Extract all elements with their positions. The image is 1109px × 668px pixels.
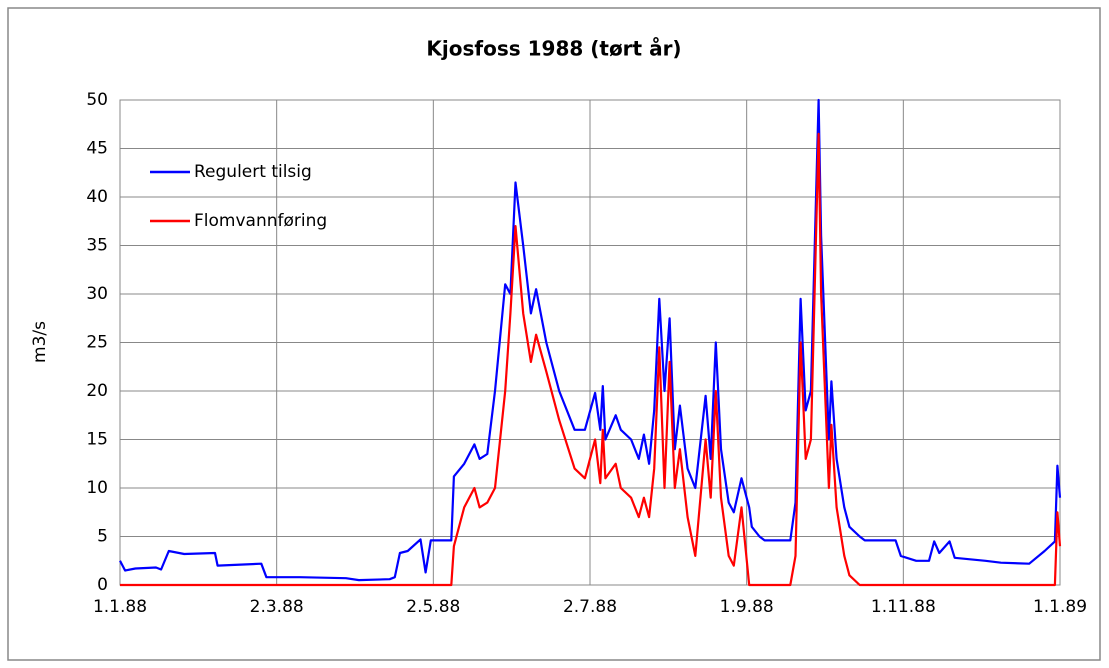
legend-label: Regulert tilsig [194, 162, 312, 182]
y-tick-label: 0 [97, 575, 108, 595]
x-tick-label: 1.11.88 [871, 597, 936, 617]
y-tick-label: 20 [86, 381, 108, 401]
x-tick-label: 2.5.88 [406, 597, 460, 617]
x-tick-label: 1.1.89 [1033, 597, 1087, 617]
y-tick-label: 25 [86, 333, 108, 353]
y-tick-label: 40 [86, 187, 108, 207]
y-axis-label: m3/s [30, 321, 50, 363]
y-tick-label: 50 [86, 90, 108, 110]
plot-frame [119, 99, 1061, 586]
x-tick-label: 1.1.88 [93, 597, 147, 617]
y-tick-label: 10 [86, 478, 108, 498]
series-line [119, 98, 1062, 582]
y-tick-label: 5 [97, 527, 108, 547]
x-tick-label: 1.9.88 [720, 597, 774, 617]
x-tick-label: 2.3.88 [250, 597, 304, 617]
y-tick-label: 45 [86, 139, 108, 159]
chart-title: Kjosfoss 1988 (tørt år) [426, 37, 681, 61]
y-tick-label: 35 [86, 236, 108, 256]
legend-label: Flomvannføring [194, 211, 327, 231]
chart-border [7, 7, 1101, 661]
y-tick-label: 30 [86, 284, 108, 304]
y-tick-label: 15 [86, 430, 108, 450]
x-tick-label: 2.7.88 [563, 597, 617, 617]
series-line [120, 132, 1062, 587]
